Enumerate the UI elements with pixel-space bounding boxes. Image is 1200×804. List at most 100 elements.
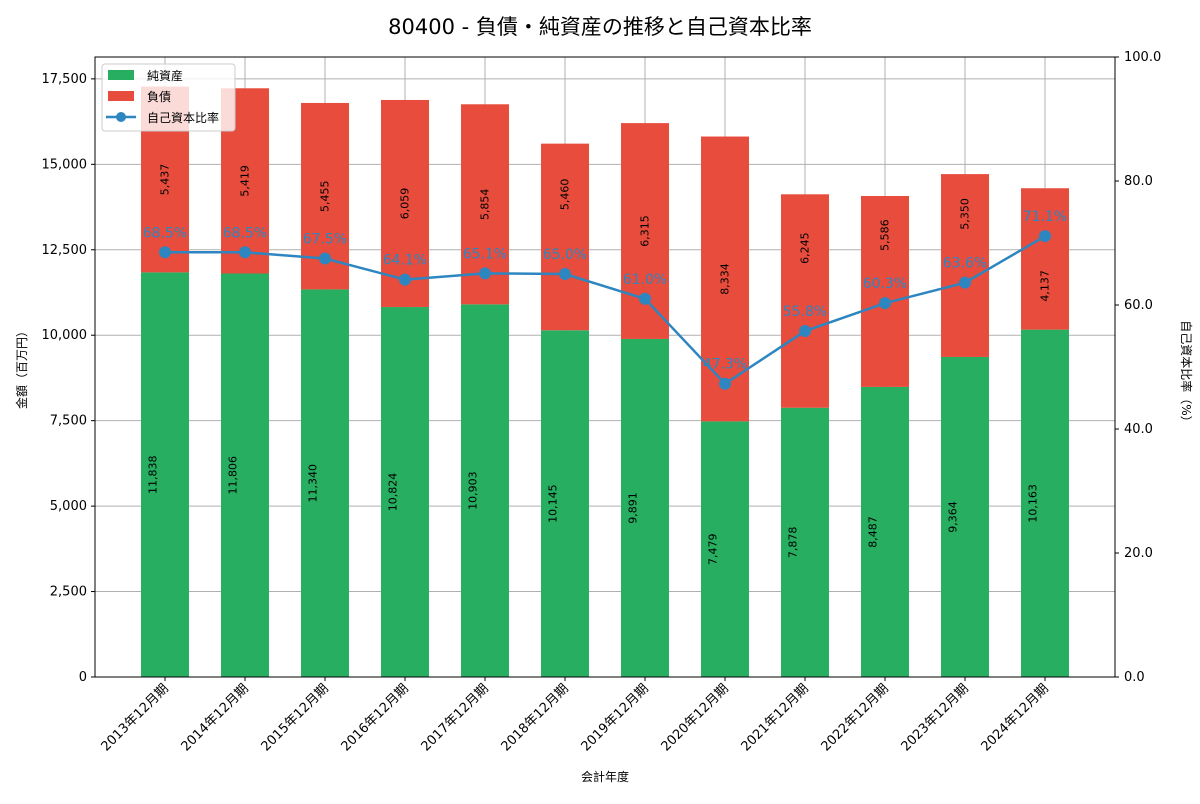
equity-value-label: 7,479 [707, 533, 720, 565]
y2-tick-label: 80.0 [1124, 174, 1153, 189]
ratio-point [799, 325, 811, 338]
equity-value-label: 10,163 [1027, 484, 1040, 523]
chart-title: 80400 - 負債・純資産の推移と自己資本比率 [388, 15, 812, 39]
x-tick-label: 2018年12月期 [499, 681, 572, 754]
liabilities-value-label: 6,315 [639, 215, 652, 247]
x-tick-label: 2022年12月期 [819, 681, 892, 754]
bar-equity [621, 338, 669, 677]
ratio-point [399, 273, 411, 286]
ratio-value-label: 65.0% [543, 247, 587, 263]
ratio-point [239, 246, 251, 259]
x-tick-label: 2017年12月期 [419, 681, 492, 754]
equity-value-label: 10,824 [387, 473, 400, 512]
bar-equity [461, 304, 509, 677]
liabilities-value-label: 5,586 [879, 219, 892, 251]
x-tick-label: 2021年12月期 [739, 681, 812, 754]
liabilities-value-label: 5,854 [479, 189, 492, 221]
y-tick-label: 10,000 [42, 328, 88, 343]
ratio-value-label: 71.1% [1023, 209, 1067, 225]
liabilities-value-label: 5,455 [319, 180, 332, 212]
bars [141, 86, 1069, 677]
legend-marker-ratio [116, 112, 126, 122]
liabilities-value-label: 6,059 [399, 188, 412, 220]
y-tick-label: 2,500 [50, 585, 87, 600]
equity-value-label: 10,145 [547, 484, 560, 523]
equity-value-label: 7,878 [787, 527, 800, 559]
ratio-point [879, 297, 891, 310]
x-tick-label: 2015年12月期 [259, 681, 332, 754]
ratio-value-label: 64.1% [383, 253, 427, 269]
bar-equity [781, 407, 829, 677]
legend: 純資産 負債 自己資本比率 [101, 63, 236, 132]
x-tick-label: 2013年12月期 [99, 681, 172, 754]
bar-equity [381, 307, 429, 677]
bar-liabilities [941, 174, 989, 357]
bar-liabilities [861, 196, 909, 387]
ratio-value-label: 68.5% [143, 225, 187, 241]
ratio-value-label: 60.3% [863, 276, 907, 292]
y-tick-label: 15,000 [42, 157, 88, 172]
liabilities-value-label: 6,245 [799, 232, 812, 263]
x-tick-label: 2016年12月期 [339, 681, 412, 754]
ratio-point [639, 292, 651, 305]
y2-axis-label: 自己資本比率（%） [1179, 320, 1194, 427]
ratio-value-label: 47.3% [703, 357, 747, 373]
equity-value-label: 11,340 [307, 464, 320, 503]
y-tick-label: 0 [79, 670, 87, 685]
y2-tick-label: 0.0 [1124, 670, 1145, 685]
ratio-point [159, 246, 171, 259]
legend-label-ratio: 自己資本比率 [147, 110, 219, 125]
plot-frame [94, 56, 1116, 678]
liabilities-value-label: 4,137 [1039, 270, 1052, 302]
y-axis-label: 金額（百万円） [14, 325, 29, 409]
ratio-value-label: 67.5% [303, 232, 347, 248]
bar-liabilities [781, 194, 829, 408]
bar-liabilities [541, 143, 589, 331]
y2-tick-label: 60.0 [1124, 298, 1153, 313]
ratio-value-label: 63.6% [943, 256, 987, 272]
bar-liabilities [1021, 188, 1069, 330]
legend-swatch-equity [108, 70, 134, 80]
equity-value-label: 11,806 [227, 456, 240, 495]
bar-liabilities [381, 99, 429, 308]
bar-equity [141, 272, 189, 677]
y2-tick-label: 20.0 [1124, 546, 1153, 561]
x-tick-label: 2014年12月期 [179, 681, 252, 754]
equity-value-label: 10,903 [467, 471, 480, 510]
y2-tick-label: 100.0 [1124, 50, 1161, 65]
ratio-point [719, 377, 731, 390]
x-tick-label: 2020年12月期 [659, 681, 732, 754]
y-tick-label: 7,500 [50, 414, 87, 429]
ratio-value-label: 55.8% [783, 304, 827, 320]
y-tick-label: 5,000 [50, 499, 87, 514]
bar-equity [941, 356, 989, 677]
legend-label-equity: 純資産 [147, 68, 183, 83]
y2-tick-label: 40.0 [1124, 422, 1153, 437]
y-tick-label: 12,500 [42, 243, 88, 258]
x-tick-label: 2024年12月期 [979, 681, 1052, 754]
bar-equity [1021, 329, 1069, 677]
bar-equity [541, 330, 589, 677]
axes: 0 2,500 5,000 7,500 10,000 12,500 15,000 17,500… [42, 50, 1162, 755]
ratio-value-label: 65.1% [463, 246, 507, 262]
liabilities-value-label: 5,350 [959, 198, 972, 230]
ratio-point [479, 267, 491, 280]
liabilities-value-label: 5,460 [559, 179, 572, 211]
ratio-point [1039, 230, 1051, 243]
ratio-point [959, 276, 971, 289]
equity-value-label: 8,487 [867, 516, 880, 548]
bar-equity [221, 273, 269, 677]
liabilities-value-label: 5,419 [239, 165, 252, 197]
x-axis-label: 会計年度 [581, 769, 629, 784]
ratio-value-label: 61.0% [623, 272, 667, 288]
x-tick-label: 2023年12月期 [899, 681, 972, 754]
ratio-line [159, 230, 1051, 390]
liabilities-value-label: 8,334 [719, 263, 732, 295]
ratio-value-label: 68.5% [223, 225, 267, 241]
liabilities-value-label: 5,437 [159, 164, 172, 196]
legend-label-liabilities: 負債 [147, 89, 171, 104]
ratio-point [559, 268, 571, 280]
bar-equity [301, 289, 349, 677]
bar-equity [701, 421, 749, 677]
